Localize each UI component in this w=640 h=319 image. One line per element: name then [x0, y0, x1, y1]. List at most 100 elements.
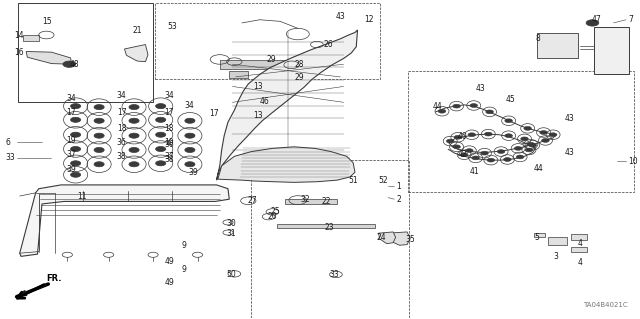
- Text: 44: 44: [534, 164, 544, 173]
- Circle shape: [70, 104, 81, 109]
- Text: 49: 49: [164, 257, 174, 266]
- Circle shape: [129, 118, 139, 123]
- Text: 43: 43: [336, 12, 346, 21]
- Polygon shape: [216, 30, 358, 180]
- Circle shape: [525, 148, 532, 152]
- Circle shape: [129, 133, 139, 138]
- Circle shape: [505, 134, 513, 137]
- Text: 2: 2: [396, 195, 401, 204]
- Text: 1: 1: [396, 182, 401, 191]
- Text: 38: 38: [164, 155, 174, 164]
- Text: 6: 6: [6, 137, 11, 146]
- Bar: [252, 160, 409, 318]
- Text: 50: 50: [226, 270, 236, 279]
- Circle shape: [452, 145, 460, 149]
- Polygon shape: [26, 51, 72, 64]
- Polygon shape: [378, 232, 396, 244]
- Text: 35: 35: [406, 235, 415, 244]
- Text: 36: 36: [117, 137, 127, 146]
- Text: 51: 51: [349, 176, 358, 185]
- Circle shape: [156, 117, 166, 122]
- Text: TA04B4021C: TA04B4021C: [584, 302, 628, 308]
- Text: 43: 43: [476, 85, 485, 93]
- Text: 43: 43: [564, 148, 574, 157]
- Circle shape: [470, 104, 477, 108]
- Bar: [537, 33, 579, 58]
- Text: 4: 4: [577, 258, 582, 267]
- Polygon shape: [388, 232, 410, 245]
- Bar: [595, 27, 629, 74]
- Circle shape: [94, 147, 104, 152]
- Circle shape: [156, 146, 166, 152]
- Text: 33: 33: [6, 153, 15, 162]
- Text: 42: 42: [458, 150, 467, 159]
- Circle shape: [156, 132, 166, 137]
- Text: 41: 41: [469, 167, 479, 176]
- Text: 17: 17: [209, 109, 219, 118]
- Circle shape: [70, 146, 81, 152]
- Bar: [548, 237, 567, 245]
- Bar: [571, 234, 587, 240]
- Text: 13: 13: [253, 111, 263, 120]
- Circle shape: [70, 132, 81, 137]
- Circle shape: [156, 104, 166, 109]
- Text: 53: 53: [168, 22, 177, 31]
- Circle shape: [129, 162, 139, 167]
- Text: 15: 15: [42, 17, 52, 26]
- Circle shape: [185, 118, 195, 123]
- Text: 49: 49: [164, 278, 174, 287]
- Circle shape: [129, 147, 139, 152]
- Text: 34: 34: [117, 92, 127, 100]
- Circle shape: [94, 162, 104, 167]
- Text: 9: 9: [181, 264, 186, 274]
- Text: 52: 52: [378, 176, 388, 185]
- Text: 11: 11: [77, 191, 86, 201]
- Text: 13: 13: [253, 82, 263, 91]
- Circle shape: [465, 149, 473, 152]
- Text: 12: 12: [365, 15, 374, 24]
- Circle shape: [70, 161, 81, 166]
- Text: 21: 21: [132, 26, 142, 35]
- Bar: [285, 199, 337, 204]
- Text: 31: 31: [226, 229, 236, 238]
- Bar: [19, 3, 153, 102]
- Text: 48: 48: [69, 60, 79, 69]
- Circle shape: [185, 162, 195, 167]
- Circle shape: [540, 130, 547, 134]
- Circle shape: [70, 117, 81, 122]
- Text: 24: 24: [376, 233, 386, 242]
- Text: 37: 37: [164, 152, 174, 161]
- Circle shape: [460, 153, 468, 157]
- Text: 32: 32: [300, 195, 310, 204]
- Text: 34: 34: [185, 101, 195, 110]
- Circle shape: [497, 150, 505, 153]
- Bar: [408, 70, 634, 192]
- Text: 7: 7: [628, 15, 633, 24]
- Circle shape: [70, 172, 81, 177]
- Circle shape: [521, 137, 529, 141]
- Text: 34: 34: [66, 94, 76, 103]
- Circle shape: [481, 151, 488, 155]
- Circle shape: [447, 139, 454, 143]
- Bar: [571, 247, 587, 252]
- Text: 20: 20: [268, 212, 277, 221]
- Text: 18: 18: [164, 124, 174, 133]
- Text: 18: 18: [117, 124, 126, 133]
- Text: 33: 33: [330, 270, 339, 279]
- Circle shape: [527, 142, 534, 146]
- Text: 19: 19: [66, 136, 76, 145]
- Bar: [155, 3, 380, 78]
- Circle shape: [504, 158, 511, 161]
- Text: 30: 30: [226, 219, 236, 227]
- Text: 29: 29: [294, 73, 303, 82]
- Circle shape: [486, 110, 493, 114]
- Circle shape: [549, 133, 557, 137]
- Text: 17: 17: [66, 108, 76, 117]
- Text: 43: 43: [564, 114, 574, 123]
- Circle shape: [454, 135, 461, 139]
- Text: 17: 17: [164, 108, 174, 117]
- Polygon shape: [20, 185, 229, 256]
- Circle shape: [129, 105, 139, 110]
- Text: 5: 5: [534, 233, 539, 242]
- Text: 39: 39: [66, 165, 76, 174]
